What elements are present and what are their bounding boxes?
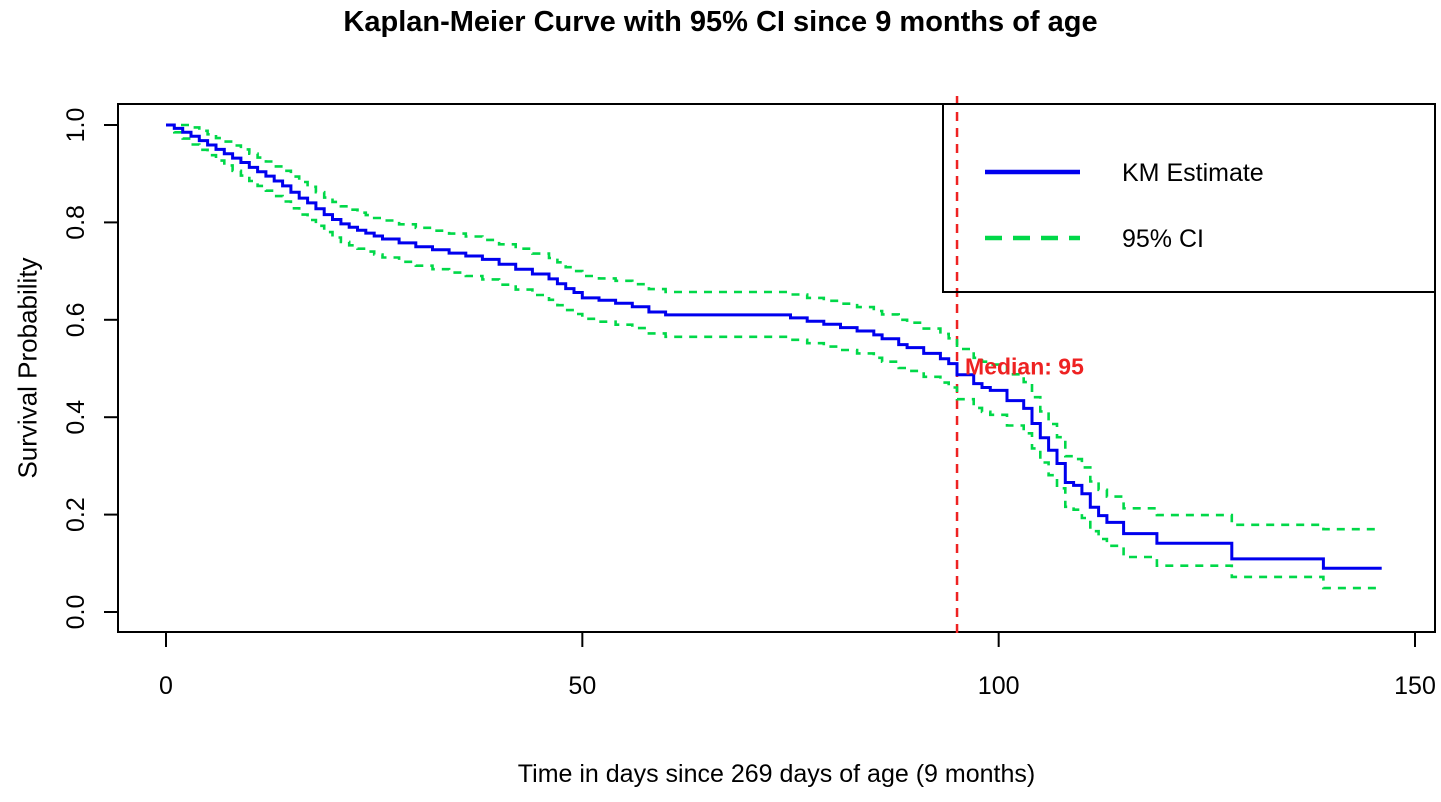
median-annotation: Median: 95 bbox=[965, 354, 1084, 380]
x-axis-label: Time in days since 269 days of age (9 mo… bbox=[517, 760, 1036, 788]
legend-box bbox=[942, 103, 1436, 293]
x-tick-label: 150 bbox=[1394, 672, 1436, 700]
legend-km-label: KM Estimate bbox=[1122, 159, 1264, 187]
y-tick-label: 0.0 bbox=[62, 595, 90, 630]
y-tick-label: 0.2 bbox=[62, 497, 90, 532]
y-tick-label: 1.0 bbox=[62, 108, 90, 143]
ci-lower-curve bbox=[166, 123, 1382, 590]
chart-title: Kaplan-Meier Curve with 95% CI since 9 m… bbox=[343, 6, 1098, 38]
x-tick-label: 100 bbox=[978, 672, 1020, 700]
km-curve bbox=[166, 123, 1382, 570]
y-tick-label: 0.6 bbox=[62, 302, 90, 337]
x-tick-label: 0 bbox=[159, 672, 173, 700]
plot-frame bbox=[117, 103, 1436, 633]
y-tick-label: 0.4 bbox=[62, 400, 90, 435]
legend-ci-label: 95% CI bbox=[1122, 225, 1204, 253]
y-tick-label: 0.8 bbox=[62, 205, 90, 240]
ci-upper-curve bbox=[166, 123, 1382, 531]
x-tick-label: 50 bbox=[568, 672, 596, 700]
